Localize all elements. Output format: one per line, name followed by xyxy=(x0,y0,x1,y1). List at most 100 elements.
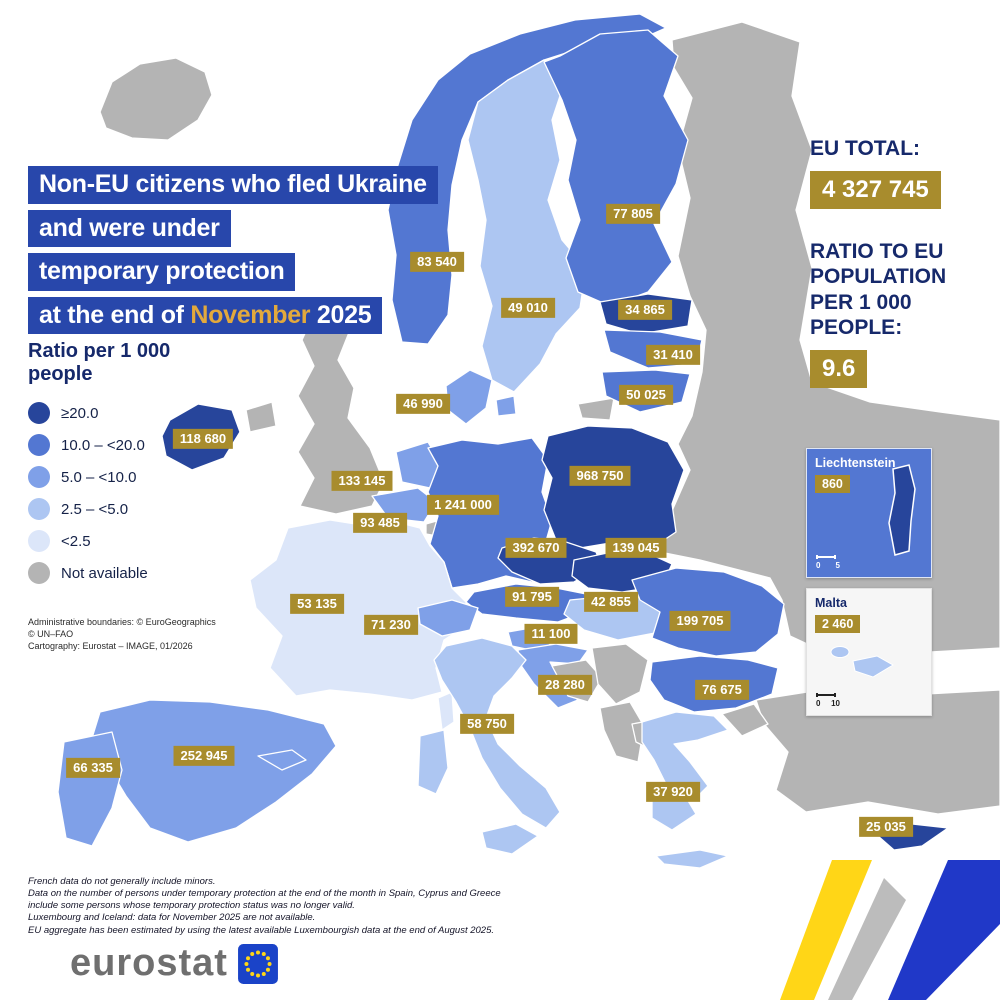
eurostat-wordmark: eurostat xyxy=(70,942,228,984)
attribution-line: Cartography: Eurostat – IMAGE, 01/2026 xyxy=(28,641,193,652)
scalebar-line xyxy=(816,693,836,697)
legend-item: ≥20.0 xyxy=(28,402,218,424)
value-badge-sweden: 49 010 xyxy=(501,297,555,319)
country-poland xyxy=(541,425,685,549)
value-badge-norway: 83 540 xyxy=(410,251,464,273)
legend-swatch-ge20 xyxy=(28,402,50,424)
value-badge-switzerland: 71 230 xyxy=(364,614,418,636)
value-badge-ireland: 118 680 xyxy=(172,428,234,450)
ratio-label: RATIO TO EU POPULATION PER 1 000 PEOPLE: xyxy=(810,239,947,340)
country-switzerland xyxy=(417,599,479,637)
value-badge-germany: 1 241 000 xyxy=(427,494,499,516)
country-spain xyxy=(91,699,337,843)
region-balearics xyxy=(257,749,307,771)
inset-liechtenstein-name: Liechtenstein xyxy=(815,456,896,470)
title-block: Non-EU citizens who fled Ukraine and wer… xyxy=(28,166,438,340)
value-badge-spain: 252 945 xyxy=(173,745,235,767)
value-badge-italy: 58 750 xyxy=(460,713,514,735)
value-badge-estonia: 34 865 xyxy=(618,299,672,321)
attribution-line: Administrative boundaries: © EuroGeograp… xyxy=(28,617,216,627)
country-united-kingdom xyxy=(297,299,385,515)
inset-malta: Malta 2 460 0 10 xyxy=(806,588,932,716)
region-kaliningrad xyxy=(577,397,615,421)
title-month-highlight: November xyxy=(190,300,311,329)
value-badge-finland: 77 805 xyxy=(606,203,660,225)
legend-label: 10.0 – <20.0 xyxy=(61,436,145,454)
region-northern-ireland xyxy=(245,401,277,433)
ratio-value-badge: 9.6 xyxy=(810,350,868,389)
footnote-line: include some persons whose temporary pro… xyxy=(28,900,355,912)
region-turkish-thrace xyxy=(721,703,769,737)
title-line-1: Non-EU citizens who fled Ukraine xyxy=(28,166,438,204)
value-badge-lithuania: 50 025 xyxy=(619,384,673,406)
value-badge-latvia: 31 410 xyxy=(646,344,700,366)
eu-total-label: EU TOTAL: xyxy=(810,137,921,160)
inset-liechtenstein-scalebar: 0 5 xyxy=(816,555,840,570)
footnote-line: Data on the number of persons under temp… xyxy=(28,888,501,900)
liechtenstein-shape xyxy=(888,464,916,556)
value-badge-slovenia: 11 100 xyxy=(524,623,578,645)
legend-label: 5.0 – <10.0 xyxy=(61,468,137,486)
legend-swatch-na xyxy=(28,562,50,584)
eu-total-value-badge: 4 327 745 xyxy=(810,170,941,209)
attribution-line: © UN–FAO xyxy=(28,629,74,640)
eu-stats-panel: EU TOTAL: 4 327 745 RATIO TO EU POPULATI… xyxy=(810,136,1000,389)
eu-flag-icon xyxy=(237,943,278,984)
value-badge-romania: 199 705 xyxy=(669,610,731,632)
value-badge-czechia: 392 670 xyxy=(505,537,567,559)
legend-label: Not available xyxy=(61,564,148,582)
value-badge-france: 53 135 xyxy=(290,593,344,615)
legend-swatch-lt2p5 xyxy=(28,530,50,552)
legend-item: 10.0 – <20.0 xyxy=(28,434,218,456)
footnote-line: Luxembourg and Iceland: data for Novembe… xyxy=(28,912,316,924)
footnote-line: French data do not generally include min… xyxy=(28,876,216,887)
region-corsica xyxy=(437,691,455,731)
legend-label: ≥20.0 xyxy=(61,404,99,422)
legend-swatch-5-10 xyxy=(28,466,50,488)
legend-title: Ratio per 1 000 people xyxy=(28,340,171,385)
region-crete xyxy=(655,849,729,869)
map-legend: Ratio per 1 000 people ≥20.0 10.0 – <20.… xyxy=(28,340,218,594)
title-line-4-prefix: at the end of xyxy=(39,300,191,329)
value-badge-slovakia: 139 045 xyxy=(605,537,667,559)
value-badge-belgium: 93 485 xyxy=(353,512,407,534)
footnotes: French data do not generally include min… xyxy=(28,876,501,937)
value-badge-poland: 968 750 xyxy=(569,465,631,487)
value-badge-austria: 91 795 xyxy=(505,586,559,608)
legend-item: 2.5 – <5.0 xyxy=(28,498,218,520)
legend-label: 2.5 – <5.0 xyxy=(61,500,129,518)
legend-label: <2.5 xyxy=(61,532,91,550)
value-badge-malta: 2 460 xyxy=(815,615,861,633)
value-badge-greece: 37 920 xyxy=(646,781,700,803)
legend-swatch-2p5-5 xyxy=(28,498,50,520)
value-badge-liechtenstein: 860 xyxy=(815,475,850,493)
inset-malta-scalebar: 0 10 xyxy=(816,693,840,708)
country-denmark xyxy=(445,369,493,425)
region-montenegro-albania xyxy=(599,701,645,763)
inset-liechtenstein: Liechtenstein 860 0 5 xyxy=(806,448,932,578)
value-badge-bulgaria: 76 675 xyxy=(695,679,749,701)
country-denmark-islands xyxy=(495,395,517,417)
title-line-4-suffix: 2025 xyxy=(310,300,372,329)
value-badge-netherlands: 133 145 xyxy=(331,470,393,492)
country-serbia xyxy=(591,643,649,705)
malta-shape xyxy=(830,646,894,678)
country-portugal xyxy=(57,731,123,847)
value-badge-hungary: 42 855 xyxy=(584,591,638,613)
title-line-4: at the end of November 2025 xyxy=(28,296,383,334)
inset-malta-name: Malta xyxy=(815,596,847,610)
country-finland xyxy=(543,29,689,307)
legend-item: 5.0 – <10.0 xyxy=(28,466,218,488)
region-sicily xyxy=(481,823,539,855)
country-greece xyxy=(641,711,729,801)
scalebar-line xyxy=(816,555,836,559)
map-attribution: Administrative boundaries: © EuroGeograp… xyxy=(28,616,216,652)
title-line-3: temporary protection xyxy=(28,253,296,291)
value-badge-croatia: 28 280 xyxy=(538,674,592,696)
country-iceland xyxy=(99,57,213,141)
title-line-2: and were under xyxy=(28,209,231,247)
legend-item: Not available xyxy=(28,562,218,584)
value-badge-denmark: 46 990 xyxy=(396,393,450,415)
